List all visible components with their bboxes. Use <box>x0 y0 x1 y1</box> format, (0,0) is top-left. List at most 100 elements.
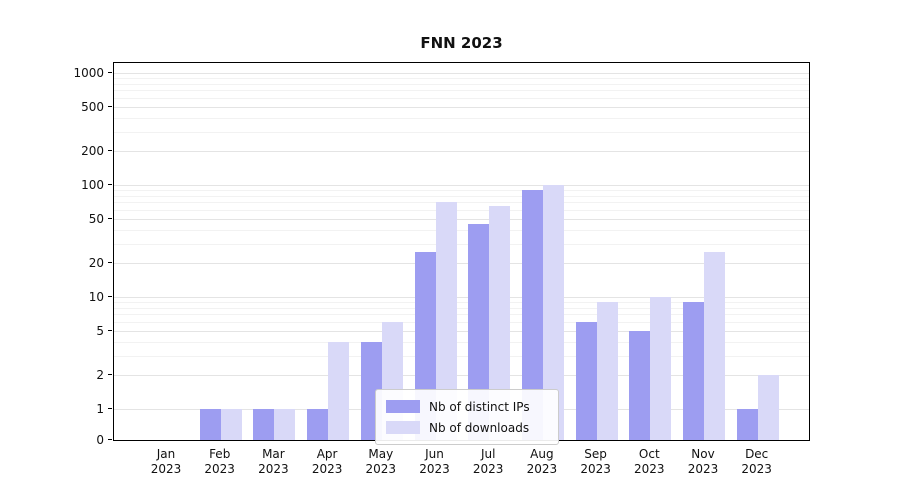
x-tick-label-line: 2023 <box>204 462 235 476</box>
gridline-minor <box>114 229 809 231</box>
x-tick-label-line: 2023 <box>311 462 343 476</box>
gridline-minor <box>114 83 809 85</box>
gridline <box>114 297 809 298</box>
x-tick-label-line: 2023 <box>150 462 182 476</box>
x-tick-label-line: 2023 <box>687 462 719 476</box>
bar-downloads <box>328 341 350 440</box>
gridline-minor <box>114 341 809 343</box>
gridline-minor <box>114 117 809 119</box>
gridline-minor <box>114 131 809 133</box>
y-tick-mark <box>108 184 112 185</box>
gridline-minor <box>114 202 809 204</box>
y-tick-label: 100 <box>81 178 104 192</box>
y-tick-mark <box>108 329 112 331</box>
bar-distinct-ips <box>629 330 651 440</box>
gridline-minor <box>114 321 809 323</box>
legend-label-downloads: Nb of downloads <box>429 420 530 435</box>
gridline-minor <box>114 314 809 316</box>
x-tick-label: Jul 2023 <box>446 447 530 477</box>
bar-downloads <box>596 302 618 440</box>
x-tick-label-line: Mar <box>262 447 285 461</box>
gridline-minor <box>114 195 809 197</box>
gridline-minor <box>114 307 809 309</box>
gridline-minor <box>114 90 809 92</box>
x-tick-label-line: Jul <box>480 447 496 461</box>
y-tick-mark <box>108 150 112 152</box>
gridline <box>114 263 809 265</box>
x-tick-label-line: 2023 <box>526 462 558 476</box>
y-tick-mark <box>108 296 112 297</box>
x-tick-label-line: 2023 <box>580 462 611 476</box>
bar-downloads <box>274 409 296 440</box>
bar-downloads <box>650 297 672 440</box>
x-tick-label-line: May <box>368 447 394 461</box>
x-tick-label-line: 2023 <box>419 462 450 476</box>
x-tick-label: Dec 2023 <box>715 447 799 477</box>
bar-downloads <box>435 202 457 440</box>
gridline <box>114 218 809 220</box>
plot-area <box>113 62 810 441</box>
bar-distinct-ips <box>253 409 275 440</box>
bar-downloads <box>489 205 511 440</box>
gridline <box>114 106 809 108</box>
x-tick-label-line: Dec <box>745 447 769 461</box>
legend: Nb of distinct IPs Nb of downloads <box>375 389 559 445</box>
bar-distinct-ips <box>683 302 704 440</box>
x-tick-label-line: Jan <box>156 447 176 461</box>
x-tick-label-line: Sep <box>584 447 607 461</box>
gridline-minor <box>114 209 809 211</box>
bar-downloads <box>542 185 564 440</box>
x-tick-label: Oct 2023 <box>607 447 691 477</box>
x-tick-label-line: 2023 <box>365 462 397 476</box>
x-tick-label: Jun 2023 <box>393 447 477 477</box>
y-tick-label: 200 <box>81 144 104 159</box>
y-tick-label: 500 <box>81 99 104 114</box>
y-tick-mark <box>108 408 112 409</box>
x-tick-label: Apr 2023 <box>285 447 369 477</box>
x-tick-label: Mar 2023 <box>231 447 315 477</box>
bar-distinct-ips <box>575 321 597 440</box>
x-tick-label-line: 2023 <box>472 462 504 476</box>
y-tick-mark <box>108 439 112 440</box>
x-tick-label-line: 2023 <box>741 462 772 476</box>
y-tick-mark <box>108 374 112 376</box>
legend-swatch-distinct-ips <box>386 400 420 413</box>
legend-item-distinct-ips: Nb of distinct IPs <box>386 396 548 417</box>
gridline-minor <box>114 243 809 245</box>
y-tick-mark <box>108 72 112 73</box>
bar-distinct-ips <box>736 409 758 440</box>
gridline-minor <box>114 78 809 80</box>
y-tick-mark <box>108 262 112 264</box>
bar-distinct-ips <box>307 409 329 440</box>
x-tick-label-line: Apr <box>316 447 338 461</box>
x-tick-label-line: Aug <box>530 447 554 461</box>
chart-title: FNN 2023 <box>420 34 503 52</box>
x-tick-label: Jan 2023 <box>124 447 208 477</box>
legend-label-distinct-ips: Nb of distinct IPs <box>429 399 530 414</box>
y-tick-label: 1000 <box>73 66 104 80</box>
x-tick-label: Nov 2023 <box>661 447 745 477</box>
x-tick-label-line: Oct <box>638 447 660 461</box>
x-tick-label: Sep 2023 <box>554 447 638 477</box>
x-tick-label: May 2023 <box>339 447 423 477</box>
x-tick-label: Feb 2023 <box>178 447 262 477</box>
gridline <box>114 330 809 332</box>
bar-downloads <box>220 409 242 440</box>
bar-downloads <box>704 252 725 440</box>
x-tick-label: Aug 2023 <box>500 447 584 477</box>
gridline <box>114 151 809 153</box>
gridline-minor <box>114 97 809 99</box>
y-tick-mark <box>108 217 112 219</box>
gridline <box>114 185 809 186</box>
x-tick-label-line: Jun <box>425 447 444 461</box>
x-tick-label-line: 2023 <box>258 462 289 476</box>
x-tick-label-line: 2023 <box>634 462 665 476</box>
gridline <box>114 375 809 377</box>
bar-distinct-ips <box>521 190 543 440</box>
y-tick-mark <box>108 105 112 107</box>
y-tick-label: 50 <box>88 211 104 226</box>
x-tick-label-line: Nov <box>691 447 715 461</box>
y-tick-label: 20 <box>88 256 104 271</box>
y-tick-label: 10 <box>88 290 104 304</box>
